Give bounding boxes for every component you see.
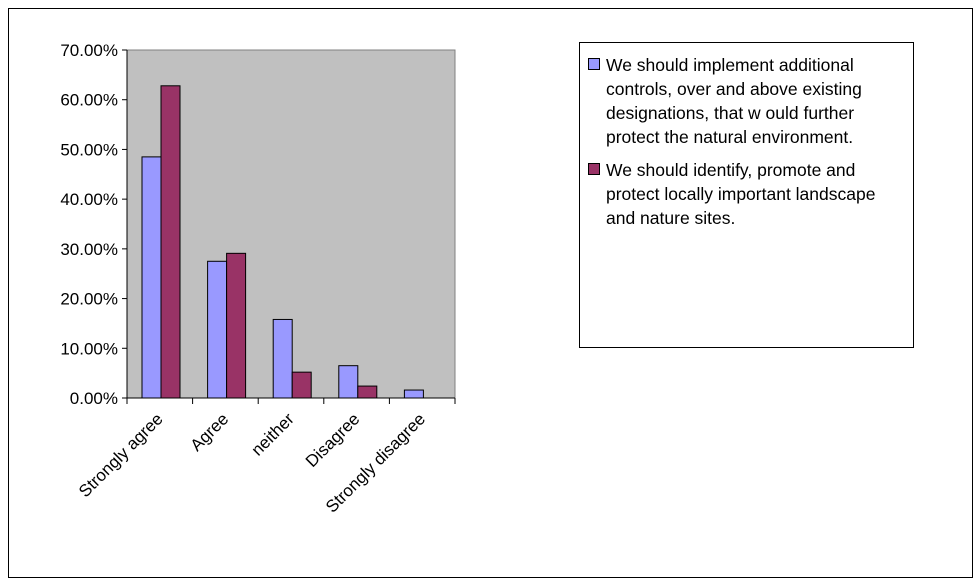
bar-series-2-agree — [226, 252, 247, 399]
bar-series-1-disagree — [338, 365, 359, 399]
y-tick-label: 0.00% — [70, 389, 118, 408]
x-category-label: Strongly agree — [75, 409, 167, 501]
bar-series-1-strongly-disagree — [403, 389, 424, 399]
y-tick-label: 60.00% — [60, 91, 118, 110]
bar-series-1-neither — [272, 318, 293, 399]
x-category-label: Agree — [187, 409, 233, 455]
legend-label-series-2: We should identify, promote and protect … — [606, 160, 876, 228]
legend-label-series-1: We should implement additional controls,… — [606, 55, 862, 147]
bar-series-2-disagree — [357, 385, 378, 399]
bar-series-1-strongly-agree — [141, 156, 162, 399]
axes-group — [122, 49, 456, 404]
legend-item-series-1: We should implement additional controls,… — [588, 53, 907, 149]
bars-group — [141, 85, 424, 399]
y-tick-label: 30.00% — [60, 240, 118, 259]
y-tick-label: 20.00% — [60, 290, 118, 309]
legend-swatch-series-1 — [588, 58, 600, 70]
x-category-label: Disagree — [302, 409, 364, 471]
y-tick-label: 50.00% — [60, 140, 118, 159]
bar-series-2-neither — [291, 371, 312, 399]
y-tick-label: 70.00% — [60, 41, 118, 60]
x-category-labels: Strongly agree Agree neither DisagreeStrong… — [75, 409, 429, 516]
y-tick-label: 10.00% — [60, 339, 118, 358]
legend: We should implement additional controls,… — [579, 42, 914, 348]
bar-series-2-strongly-agree — [160, 85, 181, 399]
y-tick-label: 40.00% — [60, 190, 118, 209]
legend-item-series-2: We should identify, promote and protect … — [588, 158, 907, 230]
y-tick-labels: 0.00% 10.00% 20.00% 30.00% 40.00% 50.00% 60.00… — [60, 41, 118, 408]
bar-series-1-agree — [207, 260, 228, 399]
legend-swatch-series-2 — [588, 163, 600, 175]
x-category-label: neither — [248, 409, 298, 459]
